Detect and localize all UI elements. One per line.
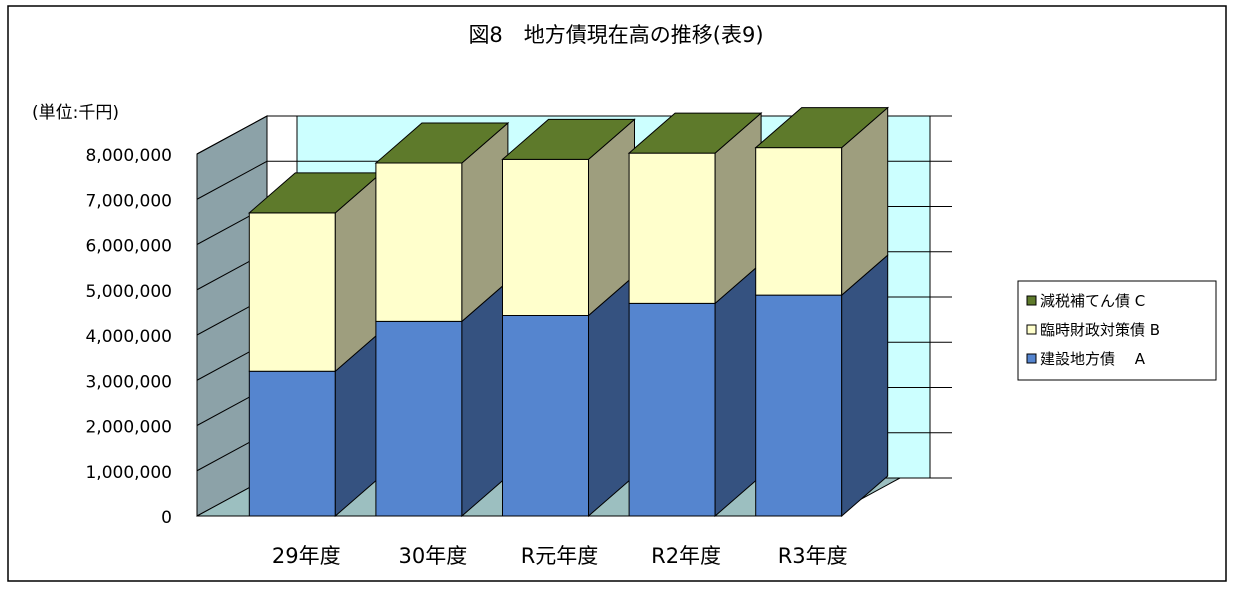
x-axis: 29年度 30年度 R元年度 R2年度 R3年度 [272, 544, 848, 568]
legend-label: 臨時財政対策債 B [1040, 321, 1160, 339]
y-tick-label: 3,000,000 [85, 372, 172, 392]
y-tick-label: 2,000,000 [85, 418, 172, 438]
legend-label: 建設地方債 A [1040, 350, 1146, 368]
y-tick-label: 0 [161, 508, 172, 528]
legend-swatch [1026, 295, 1037, 306]
bar-front [502, 315, 589, 517]
bar-front [755, 147, 843, 296]
bar-top [374, 122, 510, 164]
legend: 減税補てん債 C 臨時財政対策債 B 建設地方債 A [1017, 280, 1217, 381]
bar-front [248, 370, 336, 517]
unit-label: (単位:千円) [32, 103, 119, 123]
bar-front [248, 212, 336, 372]
bar-top [754, 107, 890, 149]
y-tick-label: 1,000,000 [85, 463, 172, 483]
x-tick-label: R3年度 [778, 544, 848, 568]
bar-front [375, 162, 463, 322]
legend-swatch [1026, 324, 1037, 335]
legend-label: 減税補てん債 C [1040, 292, 1145, 310]
bar-top [627, 112, 763, 154]
y-tick-label: 8,000,000 [85, 146, 172, 166]
bar-front [755, 294, 843, 517]
bars [247, 106, 890, 518]
x-tick-label: R元年度 [521, 544, 599, 568]
bar-front [502, 158, 589, 317]
chart-title: 図8 地方債現在高の推移(表9) [468, 23, 763, 47]
bar-side [461, 280, 509, 518]
bar-top [501, 118, 636, 160]
x-tick-label: 30年度 [399, 544, 468, 568]
y-tick-label: 7,000,000 [85, 191, 172, 211]
bar-front [628, 302, 716, 517]
bar-side [714, 262, 762, 518]
y-axis: 0 1,000,000 2,000,000 3,000,000 4,000,000 5,0… [85, 146, 172, 528]
legend-swatch [1026, 353, 1037, 364]
legend-box [1017, 280, 1217, 381]
bar-side [588, 274, 635, 518]
y-tick-label: 4,000,000 [85, 327, 172, 347]
x-tick-label: R2年度 [651, 544, 721, 568]
y-tick-label: 6,000,000 [85, 237, 172, 257]
bar-side [841, 254, 889, 518]
x-tick-label: 29年度 [272, 544, 341, 568]
y-tick-label: 5,000,000 [85, 282, 172, 302]
bar-front [628, 152, 716, 304]
bar-front [375, 320, 463, 517]
